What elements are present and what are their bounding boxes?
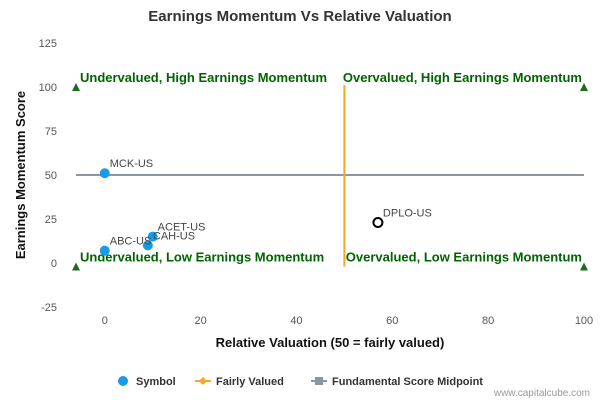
data-point[interactable] [142, 240, 153, 251]
point-label: CAH-US [153, 230, 195, 242]
data-point[interactable] [147, 231, 158, 242]
y-tick-label: 0 [51, 258, 57, 270]
legend-item-label[interactable]: Symbol [136, 376, 176, 388]
quadrant-marker [580, 262, 588, 271]
x-tick-label: 40 [290, 315, 302, 327]
credit-text: www.capitalcube.com [493, 388, 590, 399]
quadrant-label: Overvalued, Low Earnings Momentum [346, 250, 582, 265]
quadrant-label: Overvalued, High Earnings Momentum [343, 70, 582, 85]
y-tick-label: 100 [39, 82, 57, 94]
x-axis-label: Relative Valuation (50 = fairly valued) [216, 335, 445, 350]
point-label: ABC-US [110, 236, 152, 248]
y-tick-label: 50 [45, 170, 57, 182]
y-tick-label: -25 [41, 302, 57, 314]
x-tick-label: 0 [102, 315, 108, 327]
point-label: MCK-US [110, 158, 153, 170]
y-tick-label: 25 [45, 214, 57, 226]
y-tick-label: 75 [45, 126, 57, 138]
x-tick-label: 100 [575, 315, 593, 327]
y-axis-label: Earnings Momentum Score [13, 91, 28, 259]
legend-symbol-marker [118, 376, 128, 386]
x-tick-label: 60 [386, 315, 398, 327]
legend-diamond-marker [199, 377, 207, 385]
legend-item-label[interactable]: Fundamental Score Midpoint [332, 376, 483, 388]
quadrant-marker [580, 83, 588, 91]
quadrant-marker [72, 83, 80, 91]
x-tick-label: 80 [482, 315, 494, 327]
quadrant-marker [72, 262, 80, 271]
legend-item-label[interactable]: Fairly Valued [216, 376, 284, 388]
legend-square-marker [315, 377, 323, 385]
x-tick-label: 20 [194, 315, 206, 327]
point-label: ACET-US [158, 222, 206, 234]
quadrant-label: Undervalued, High Earnings Momentum [80, 70, 327, 85]
data-point[interactable] [99, 168, 110, 179]
y-tick-label: 125 [39, 38, 57, 50]
data-point[interactable] [99, 245, 110, 256]
point-label: DPLO-US [383, 208, 432, 220]
chart-title: Earnings Momentum Vs Relative Valuation [148, 8, 451, 25]
plot-area: 0 20 40 60 80 100 -25 0 25 50 75 100 125 Undervalued,… [39, 38, 594, 327]
quadrant-label: Undervalued, Low Earnings Momentum [80, 250, 324, 265]
legend: Symbol Fairly Valued Fundamental Score Mid… [118, 376, 483, 388]
data-point[interactable] [372, 217, 384, 229]
